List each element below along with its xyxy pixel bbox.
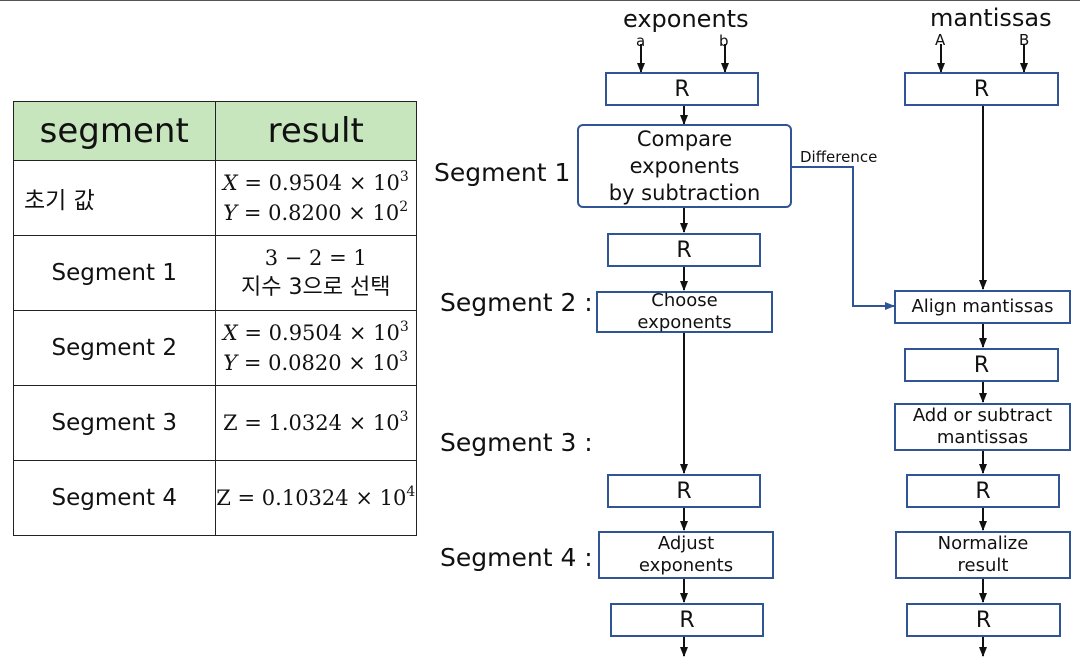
seg4-z-exp: 4: [406, 484, 416, 500]
seg4-z-line: Z = 0.10324 × 104: [216, 483, 417, 513]
initial-x-line: X = 0.9504 × 103: [216, 168, 417, 198]
var-y: Y: [223, 351, 238, 375]
seg1-note: 지수 3으로 선택: [241, 275, 391, 300]
row-seg4-label: Segment 4: [13, 460, 216, 536]
table-row-segment-4: Segment 4 Z = 0.10324 × 104: [13, 460, 417, 536]
table-header-row: segment result: [13, 101, 417, 161]
normalize-line-1: Normalize: [937, 533, 1029, 554]
input-a-label: a: [636, 32, 646, 50]
exp-register-4: R: [610, 603, 764, 637]
seg4-z-value: Z = 0.10324 × 10: [216, 486, 407, 510]
mant-register-4: R: [906, 603, 1061, 637]
seg2-y-exp: 3: [399, 349, 409, 365]
input-B-label: B: [1019, 31, 1030, 49]
seg2-x-value: = 0.9504 × 10: [237, 321, 400, 345]
seg2-x-line: X = 0.9504 × 103: [216, 318, 417, 348]
compare-line-1: Compare: [636, 126, 733, 151]
exp-register-3: R: [607, 474, 761, 508]
initial-y-exp: 2: [399, 199, 409, 215]
table-row-segment-3: Segment 3 Z = 1.0324 × 103: [13, 385, 417, 461]
exp-register-1: R: [605, 72, 759, 106]
results-table: segment result 초기 값 X = 0.9504 × 103 Y =…: [13, 101, 417, 536]
add-subtract-box: Add or subtract mantissas: [894, 403, 1071, 451]
header-segment: segment: [13, 101, 216, 161]
mant-register-3: R: [906, 474, 1060, 508]
seg2-x-exp: 3: [399, 319, 409, 335]
choose-exponents-box: Choose exponents: [596, 290, 773, 333]
exponents-heading: exponents: [623, 5, 749, 33]
input-A-label: A: [935, 31, 946, 49]
adjust-exponents-box: Adjust exponents: [598, 531, 774, 579]
table-row-segment-2: Segment 2 X = 0.9504 × 103 Y = 0.0820 × …: [13, 310, 417, 386]
seg3-z-exp: 3: [399, 409, 409, 425]
exp-register-2: R: [607, 233, 761, 267]
initial-x-value: = 0.9504 × 10: [237, 171, 400, 195]
arrow-difference: [792, 166, 895, 310]
segment-2-label: Segment 2 :: [440, 288, 593, 317]
segment-4-label: Segment 4 :: [440, 543, 593, 572]
seg2-y-value: = 0.0820 × 10: [237, 351, 400, 375]
var-x: X: [222, 321, 238, 345]
add-line-1: Add or subtract: [912, 405, 1053, 426]
header-result: result: [214, 101, 417, 161]
mantissas-heading: mantissas: [930, 4, 1052, 32]
row-seg4-result: Z = 0.10324 × 104: [214, 460, 417, 536]
compare-line-3: by subtraction: [608, 180, 761, 205]
initial-y-line: Y = 0.8200 × 102: [216, 198, 417, 228]
initial-y-value: = 0.8200 × 10: [237, 201, 400, 225]
add-line-2: mantissas: [936, 427, 1029, 448]
mant-register-2: R: [904, 348, 1059, 382]
normalize-line-2: result: [957, 555, 1009, 576]
table-row-segment-1: Segment 1 3 − 2 = 1 지수 3으로 선택: [13, 235, 417, 311]
difference-label: Difference: [800, 148, 878, 166]
input-b-label: b: [719, 32, 729, 50]
segment-1-label: Segment 1 :: [434, 158, 587, 187]
align-mantissas-box: Align mantissas: [894, 290, 1071, 324]
row-seg1-label: Segment 1: [13, 235, 216, 311]
compare-line-2: exponents: [629, 153, 740, 178]
var-y: Y: [223, 201, 238, 225]
row-seg2-result: X = 0.9504 × 103 Y = 0.0820 × 103: [214, 310, 417, 386]
adjust-line-1: Adjust: [657, 533, 715, 554]
row-seg3-label: Segment 3: [13, 385, 216, 461]
choose-line-2: exponents: [637, 312, 732, 333]
mant-register-1: R: [904, 72, 1059, 106]
top-rule: [0, 0, 1080, 1]
row-initial-result: X = 0.9504 × 103 Y = 0.8200 × 102: [214, 160, 417, 236]
choose-line-1: Choose: [651, 290, 718, 311]
seg3-z-value: Z = 1.0324 × 10: [222, 411, 400, 435]
table-row-initial: 초기 값 X = 0.9504 × 103 Y = 0.8200 × 102: [13, 160, 417, 236]
adjust-line-2: exponents: [638, 555, 734, 576]
seg1-equation: 3 − 2 = 1: [264, 246, 367, 270]
segment-3-label: Segment 3 :: [440, 428, 593, 457]
seg3-z-line: Z = 1.0324 × 103: [216, 408, 417, 438]
compare-exponents-box: Compare exponents by subtraction: [577, 124, 792, 208]
row-seg1-result: 3 − 2 = 1 지수 3으로 선택: [214, 235, 417, 311]
seg2-y-line: Y = 0.0820 × 103: [216, 348, 417, 378]
normalize-result-box: Normalize result: [895, 531, 1071, 579]
row-seg3-result: Z = 1.0324 × 103: [214, 385, 417, 461]
initial-x-exp: 3: [399, 169, 409, 185]
var-x: X: [222, 171, 238, 195]
